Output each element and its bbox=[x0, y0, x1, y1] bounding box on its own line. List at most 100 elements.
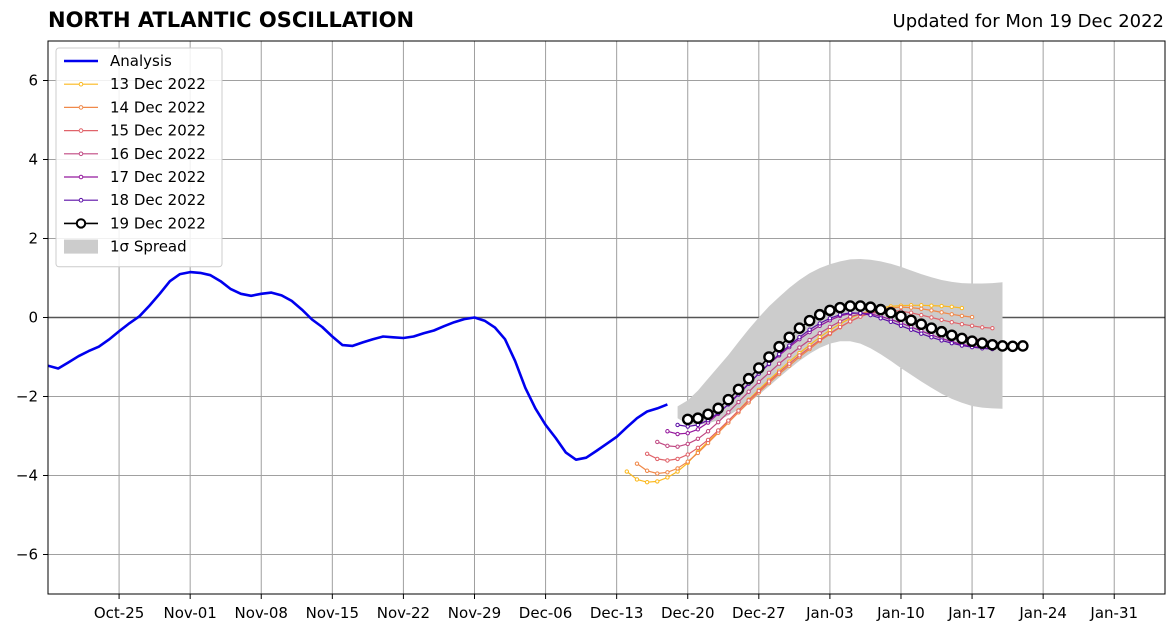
x-tick-label: Nov-01 bbox=[163, 604, 216, 622]
forecast-point bbox=[858, 310, 863, 316]
x-tick-label: Jan-03 bbox=[805, 604, 854, 622]
forecast-point bbox=[868, 312, 873, 318]
forecast-point bbox=[969, 323, 975, 328]
forecast-point bbox=[756, 379, 762, 385]
forecast-point bbox=[665, 458, 670, 463]
forecast-point bbox=[695, 450, 701, 456]
forecast-point bbox=[908, 327, 914, 332]
analysis-line bbox=[48, 270, 668, 462]
forecast-point bbox=[966, 335, 978, 348]
forecast-point bbox=[898, 323, 904, 328]
legend-entry: 19 Dec 2022 bbox=[64, 214, 206, 232]
legend-label: 15 Dec 2022 bbox=[110, 122, 206, 140]
forecast-point bbox=[827, 331, 833, 336]
forecast-point bbox=[908, 310, 914, 315]
forecast-series bbox=[681, 300, 1029, 426]
legend-entry: 1σ Spread bbox=[64, 238, 187, 256]
forecast-point bbox=[716, 419, 721, 425]
forecast-point bbox=[807, 337, 812, 343]
legend-frame bbox=[55, 47, 223, 268]
chart-subtitle: Updated for Mon 19 Dec 2022 bbox=[892, 11, 1164, 32]
forecast-point bbox=[793, 322, 806, 334]
forecast-point bbox=[895, 310, 907, 323]
forecast-point bbox=[919, 331, 924, 336]
forecast-point bbox=[685, 431, 690, 436]
forecast-point bbox=[1017, 340, 1029, 352]
forecast-point bbox=[817, 331, 822, 336]
legend-label: 16 Dec 2022 bbox=[110, 145, 206, 163]
forecast-point bbox=[919, 303, 924, 308]
forecast-point bbox=[722, 393, 735, 406]
forecast-point bbox=[766, 370, 772, 375]
legend-entry: 16 Dec 2022 bbox=[64, 145, 206, 163]
forecast-point bbox=[898, 305, 904, 310]
forecast-point bbox=[976, 337, 989, 349]
forecast-point bbox=[939, 317, 944, 323]
forecast-point bbox=[726, 418, 731, 423]
forecast-line bbox=[626, 304, 962, 483]
forecast-point bbox=[644, 468, 650, 473]
forecast-point bbox=[716, 428, 721, 433]
chart-title: NORTH ATLANTIC OSCILLATION bbox=[48, 8, 415, 32]
forecast-point bbox=[919, 312, 924, 318]
forecast-point bbox=[753, 362, 765, 374]
forecast-point bbox=[634, 461, 640, 466]
x-tick-label: Dec-06 bbox=[519, 604, 573, 622]
forecast-point bbox=[837, 312, 843, 317]
plot-frame bbox=[47, 40, 1166, 595]
forecast-point bbox=[665, 470, 670, 475]
forecast-point bbox=[929, 308, 934, 313]
forecast-point bbox=[655, 471, 660, 476]
legend-entry: Analysis bbox=[64, 52, 172, 70]
legend-label: 14 Dec 2022 bbox=[110, 98, 206, 116]
forecast-point bbox=[844, 300, 857, 312]
y-tick-label: −2 bbox=[16, 388, 38, 406]
forecast-point bbox=[726, 410, 731, 415]
forecast-point bbox=[996, 340, 1009, 352]
forecast-point bbox=[980, 325, 985, 330]
forecast-point bbox=[929, 335, 934, 340]
forecast-point bbox=[675, 431, 680, 437]
forecast-point bbox=[685, 452, 690, 457]
x-tick-label: Dec-13 bbox=[590, 604, 644, 622]
forecast-point bbox=[827, 316, 833, 321]
forecast-point bbox=[949, 304, 954, 310]
forecast-point bbox=[803, 314, 816, 327]
y-tick-label: 2 bbox=[28, 230, 38, 248]
forecast-point bbox=[905, 314, 917, 327]
forecast-point bbox=[837, 319, 843, 324]
forecast-point bbox=[990, 325, 995, 331]
forecast-point bbox=[655, 479, 660, 484]
forecast-point bbox=[675, 422, 680, 428]
forecast-point bbox=[736, 408, 741, 413]
legend-label: 18 Dec 2022 bbox=[110, 191, 206, 209]
forecast-point bbox=[817, 337, 822, 343]
forecast-point bbox=[807, 345, 812, 350]
x-tick-label: Jan-31 bbox=[1089, 604, 1138, 622]
forecast-point bbox=[665, 475, 670, 480]
forecast-point bbox=[685, 424, 690, 429]
forecast-point bbox=[888, 319, 894, 325]
forecast-point bbox=[797, 353, 802, 358]
legend-label: 19 Dec 2022 bbox=[110, 214, 206, 232]
forecast-point bbox=[675, 444, 680, 449]
legend-entry: 17 Dec 2022 bbox=[64, 168, 206, 186]
forecast-point bbox=[665, 443, 670, 449]
forecast-point bbox=[848, 319, 853, 324]
forecast-point bbox=[986, 338, 999, 351]
forecast-point bbox=[929, 303, 934, 308]
forecast-point bbox=[776, 361, 782, 366]
forecast-point bbox=[644, 451, 650, 456]
forecast-point bbox=[919, 306, 924, 312]
forecast-point bbox=[655, 439, 660, 445]
forecast-point bbox=[874, 303, 887, 316]
forecast-point bbox=[797, 345, 802, 350]
forecast-point bbox=[776, 370, 782, 375]
axes-layer: Oct-25 Nov-01 Nov-08 Nov-15 Nov-22 Nov-29 Dec-… bbox=[16, 40, 1166, 622]
legend-label: 17 Dec 2022 bbox=[110, 168, 206, 186]
forecast-point bbox=[624, 469, 630, 474]
forecast-point bbox=[915, 318, 928, 331]
x-tick-label: Jan-17 bbox=[947, 604, 996, 622]
forecast-point bbox=[949, 312, 954, 317]
legend-label: Analysis bbox=[110, 52, 172, 70]
